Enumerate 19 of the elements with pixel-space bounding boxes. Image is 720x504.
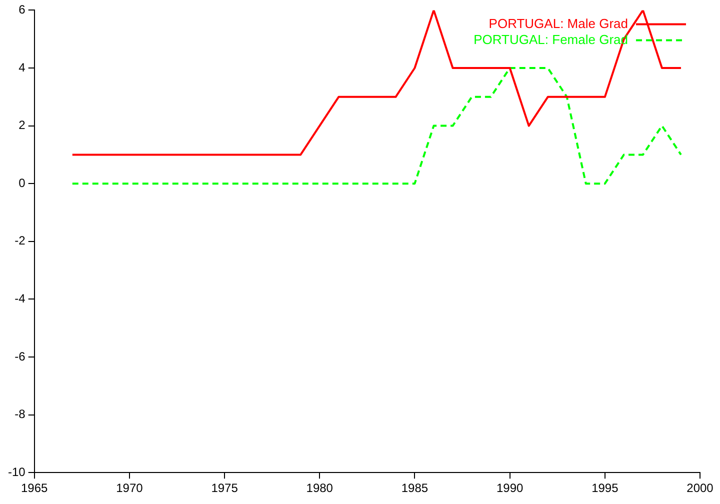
x-tick-label: 1990 [496,481,524,496]
line-series [71,67,682,185]
y-tick-label: 0 [18,176,26,190]
x-tick-label: 1965 [20,481,48,496]
x-tick-label: 2000 [686,481,714,496]
x-tick-label: 1995 [592,481,619,496]
y-tick-label: -8 [14,407,26,422]
x-tick-label: 1980 [306,481,334,496]
y-tick-label: -4 [14,292,26,306]
legend-label: PORTUGAL: Male Grad [488,16,628,31]
y-tick-label: 6 [18,2,26,17]
y-tick-label: -10 [8,464,26,479]
x-tick-label: 1985 [401,481,428,496]
y-tick-label: 4 [18,60,26,74]
y-tick-label: 2 [18,118,26,132]
x-tick-label: 1970 [116,481,144,496]
x-tick-label: 1975 [211,481,238,496]
y-tick-label: -2 [14,234,26,248]
y-tick-label: -6 [14,349,26,364]
